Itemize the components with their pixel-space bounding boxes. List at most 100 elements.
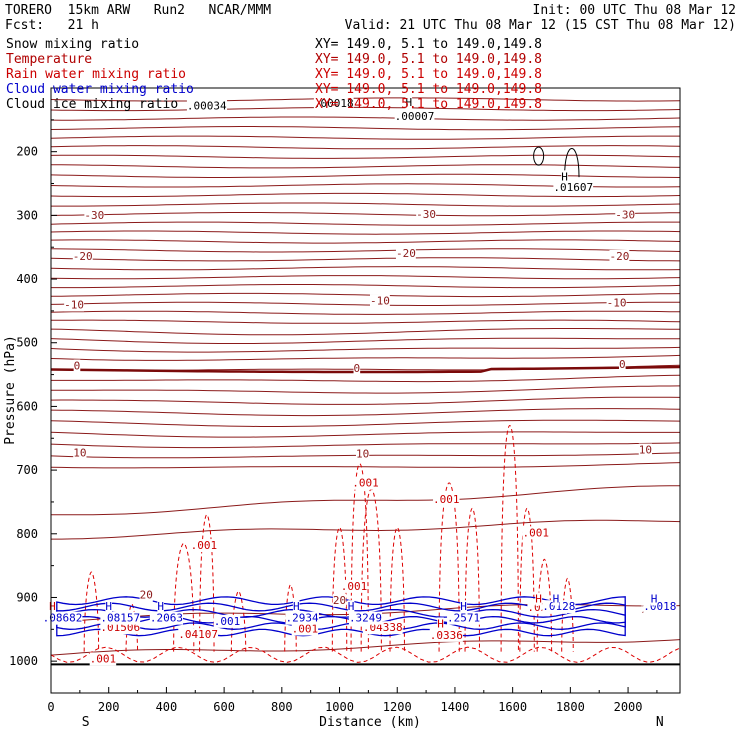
isotherm — [50, 337, 681, 344]
temperature-label-bg — [73, 446, 87, 460]
isotherm — [50, 106, 681, 112]
isotherm — [51, 202, 681, 207]
legend-field-4: Cloud ice mixing ratio — [6, 97, 178, 112]
x-tick-label-10: 2000 — [614, 700, 643, 714]
cloud-water-label-bg — [552, 592, 560, 606]
isotherm — [50, 328, 681, 336]
x-tick-label-7: 1400 — [440, 700, 469, 714]
cloud-water-label-1: .08157 — [100, 612, 140, 625]
isotherm — [50, 266, 681, 271]
temperature-label-bg — [638, 443, 653, 457]
rain-label-1: .001 — [352, 477, 379, 490]
contour-labels: -30 -30 -30 -20 -20 -20 -10 -10 -10 0 0 0 10 10 10 20 20… — [42, 95, 677, 666]
rain-contour — [199, 514, 215, 652]
temperature-label-12: 10 — [73, 447, 86, 460]
temperature-label-bg — [353, 362, 361, 376]
rain-label-5: .001 — [292, 623, 319, 636]
temperature-label-bg — [609, 249, 630, 263]
legend-xy-2: XY= 149.0, 5.1 to 149.0,149.8 — [315, 67, 542, 82]
cloud-water-label-6: .2571 — [447, 612, 480, 625]
isotherm — [51, 164, 681, 169]
rain-label-bg — [352, 476, 379, 490]
isotherm — [50, 192, 681, 198]
isotherm — [50, 239, 681, 244]
rain-label-4: .001 — [341, 580, 368, 593]
rain-label-0: .001 — [191, 539, 218, 552]
cloud-water-label-bg — [213, 614, 241, 628]
cloud-water-contours — [56, 596, 626, 637]
isotherm — [50, 97, 681, 102]
y-tick-label-2: 400 — [16, 272, 38, 286]
cloud-water-label-bg — [347, 600, 355, 614]
rain-label-bg — [340, 579, 368, 593]
x-tick-label-2: 400 — [156, 700, 178, 714]
cloud-water-label-13: H — [460, 600, 467, 613]
cloud-water-label-10: H — [157, 600, 164, 613]
cloud-water-contour — [56, 602, 626, 637]
rain-label-8: .04107 — [178, 628, 218, 641]
cloud-water-label-3: .001 — [214, 615, 241, 628]
ice-label-1: .00018 — [314, 97, 354, 110]
temperature-label-bg — [139, 588, 153, 602]
axes: 0 200 400 600 800 1000 1200 1400 1600 1800 2000200… — [3, 119, 664, 730]
rain-contour — [561, 577, 574, 652]
x-tick-label-5: 1000 — [325, 700, 354, 714]
rain-label-10: .0336 — [430, 629, 463, 642]
isotherm — [50, 419, 681, 427]
cloud-water-label-4: .2934 — [285, 612, 318, 625]
temperature-label-bg — [369, 294, 390, 308]
isotherm — [50, 257, 681, 262]
cloud-water-label-bg — [447, 611, 481, 625]
ice-label-bg — [186, 99, 228, 113]
y-tick-label-8: 1000 — [9, 654, 38, 668]
isotherm — [50, 292, 681, 298]
temperature-label-bg — [73, 359, 81, 373]
x-tick-label-6: 1200 — [383, 700, 412, 714]
ice-label-bg — [313, 97, 354, 111]
temperature-label-4: -20 — [396, 247, 416, 260]
cloud-water-label-bg — [650, 592, 658, 606]
y-tick-label-4: 600 — [16, 399, 38, 413]
cloud-water-label-0: .08682 — [43, 612, 83, 625]
y-axis-title: Pressure (hPa) — [3, 335, 18, 445]
ice-label-2: .00007 — [395, 110, 435, 123]
ice-label-4: H — [405, 96, 412, 109]
isotherm — [50, 396, 681, 405]
temperature-label-3: -20 — [73, 250, 93, 263]
temperature-label-bg — [64, 298, 85, 312]
rain-contour-base — [50, 646, 681, 663]
isotherm — [50, 173, 681, 178]
temperature-label-bg — [84, 209, 105, 223]
cloud-water-label-bg — [42, 611, 83, 625]
isotherm — [50, 116, 681, 121]
x-tick-label-0: 0 — [47, 700, 54, 714]
temperature-label-5: -20 — [609, 250, 629, 263]
isotherm — [50, 462, 681, 469]
rain-label-bg — [89, 652, 117, 666]
legend-xy-1: XY= 149.0, 5.1 to 149.0,149.8 — [315, 52, 542, 67]
isotherm — [50, 275, 681, 280]
temperature-label-2: -30 — [615, 209, 635, 222]
temperature-label-1: -30 — [416, 208, 436, 221]
y-tick-label-7: 900 — [16, 590, 38, 604]
x-tick-label-1: 200 — [98, 700, 120, 714]
temperature-label-0: -30 — [84, 209, 104, 222]
y-tick-label-5: 700 — [16, 463, 38, 477]
cloud-ice-contours — [533, 146, 580, 178]
rain-label-2: .001 — [433, 493, 460, 506]
temperature-label-16: 20 — [333, 594, 346, 607]
cloud-water-label-bg — [157, 600, 164, 614]
init-time: Init: 00 UTC Thu 08 Mar 12 — [532, 3, 737, 18]
cloud-water-label-7: .0128 — [542, 600, 575, 613]
legend-field-0: Snow mixing ratio — [6, 37, 139, 52]
cloud-water-label-5: .3249 — [349, 612, 382, 625]
rain-label-12: H — [437, 617, 444, 630]
temperature-label-6: -10 — [64, 298, 84, 311]
cloud-water-label-9: H — [105, 600, 112, 613]
ice-contour — [564, 147, 580, 178]
ice-label-bg — [405, 95, 413, 109]
cloud-water-label-bg — [105, 600, 113, 614]
ice-label-bg — [553, 181, 594, 195]
north-label: N — [656, 715, 664, 730]
